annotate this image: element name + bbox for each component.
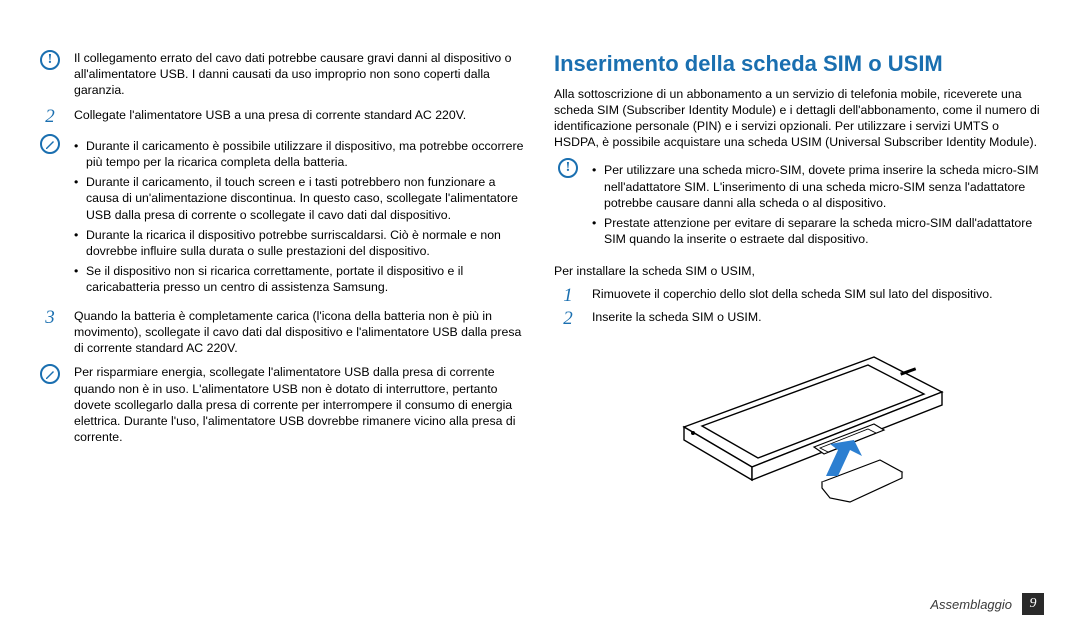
warning-text: Per utilizzare una scheda micro-SIM, dov… <box>592 158 1044 251</box>
right-column: Inserimento della scheda SIM o USIM Alla… <box>554 50 1044 629</box>
warning-text: Il collegamento errato del cavo dati pot… <box>74 50 526 99</box>
install-line: Per installare la scheda SIM o USIM, <box>554 263 1044 279</box>
step-text: Rimuovete il coperchio dello slot della … <box>592 286 1044 302</box>
warning-block-right: ! Per utilizzare una scheda micro-SIM, d… <box>554 158 1044 251</box>
para: Inserite la scheda SIM o USIM. <box>592 309 1044 325</box>
step-number-2: 2 <box>563 309 573 328</box>
step-number-3: 3 <box>45 308 55 327</box>
para: Il collegamento errato del cavo dati pot… <box>74 50 526 99</box>
bullet-item: Se il dispositivo non si ricarica corret… <box>74 263 526 295</box>
para: Rimuovete il coperchio dello slot della … <box>592 286 1044 302</box>
note-block-1: Durante il caricamento è possibile utili… <box>36 134 526 300</box>
step-number-1: 1 <box>563 286 573 305</box>
step-text: Quando la batteria è completamente caric… <box>74 308 526 357</box>
step-3-block: 3 Quando la batteria è completamente car… <box>36 308 526 357</box>
step-2-block: 2 Collegate l'alimentatore USB a una pre… <box>36 107 526 126</box>
note-icon <box>40 134 60 154</box>
note-text: Per risparmiare energia, scollegate l'al… <box>74 364 526 445</box>
warning-block-1: ! Il collegamento errato del cavo dati p… <box>36 50 526 99</box>
pencil-icon <box>44 138 56 150</box>
icon-col: 2 <box>554 309 582 328</box>
device-sim-illustration <box>644 332 954 552</box>
step-2-block-right: 2 Inserite la scheda SIM o USIM. <box>554 309 1044 328</box>
page-number: 9 <box>1022 593 1044 615</box>
pencil-icon <box>44 368 56 380</box>
para: Collegate l'alimentatore USB a una presa… <box>74 107 526 123</box>
warning-icon: ! <box>558 158 578 178</box>
para: Quando la batteria è completamente caric… <box>74 308 526 357</box>
icon-col: ! <box>36 50 64 70</box>
icon-col: 2 <box>36 107 64 126</box>
intro-paragraph: Alla sottoscrizione di un abbonamento a … <box>554 86 1044 151</box>
bullet-item: Durante la ricarica il dispositivo potre… <box>74 227 526 259</box>
para: Per risparmiare energia, scollegate l'al… <box>74 364 526 445</box>
bullet-item: Durante il caricamento, il touch screen … <box>74 174 526 223</box>
icon-col: ! <box>554 158 582 178</box>
note-block-2: Per risparmiare energia, scollegate l'al… <box>36 364 526 445</box>
step-1-block-right: 1 Rimuovete il coperchio dello slot dell… <box>554 286 1044 305</box>
icon-col: 3 <box>36 308 64 327</box>
step-text: Collegate l'alimentatore USB a una presa… <box>74 107 526 123</box>
icon-col <box>36 134 64 154</box>
step-text: Inserite la scheda SIM o USIM. <box>592 309 1044 325</box>
bullet-list: Per utilizzare una scheda micro-SIM, dov… <box>592 162 1044 247</box>
bullet-item: Per utilizzare una scheda micro-SIM, dov… <box>592 162 1044 211</box>
bullet-list: Durante il caricamento è possibile utili… <box>74 138 526 296</box>
left-column: ! Il collegamento errato del cavo dati p… <box>36 50 526 629</box>
note-icon <box>40 364 60 384</box>
page-spread: ! Il collegamento errato del cavo dati p… <box>0 0 1080 629</box>
page-footer: Assemblaggio 9 <box>930 593 1044 615</box>
note-text: Durante il caricamento è possibile utili… <box>74 134 526 300</box>
bullet-item: Durante il caricamento è possibile utili… <box>74 138 526 170</box>
warning-icon: ! <box>40 50 60 70</box>
step-number-2: 2 <box>45 107 55 126</box>
section-heading: Inserimento della scheda SIM o USIM <box>554 50 1044 78</box>
icon-col <box>36 364 64 384</box>
icon-col: 1 <box>554 286 582 305</box>
bullet-item: Prestate attenzione per evitare di separ… <box>592 215 1044 247</box>
footer-section-label: Assemblaggio <box>930 597 1012 612</box>
